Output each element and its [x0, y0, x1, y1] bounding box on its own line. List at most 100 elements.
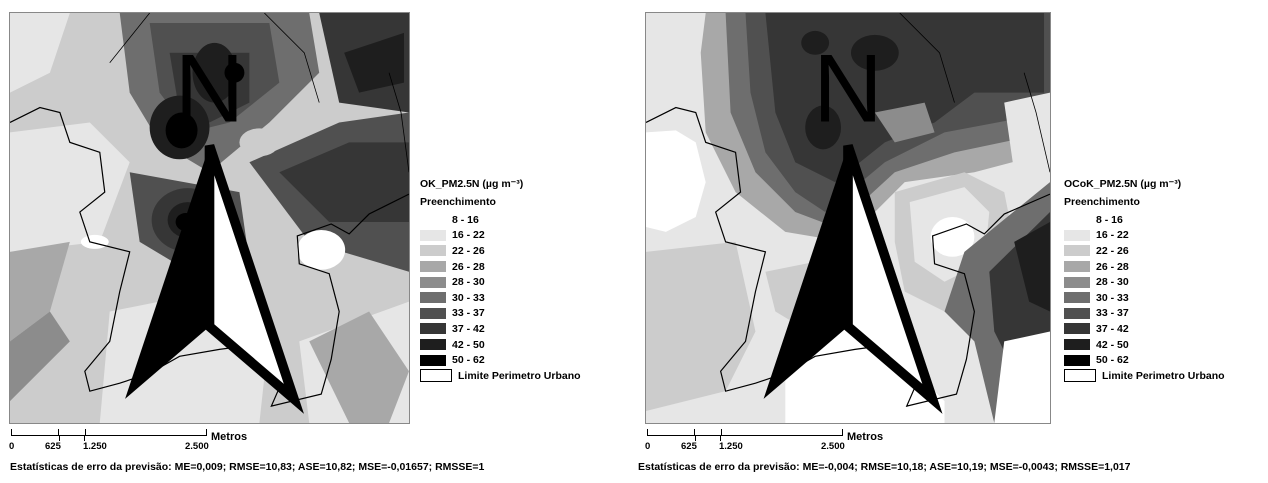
legend-swatch: [420, 323, 446, 335]
legend-row: 26 - 28: [1064, 259, 1225, 275]
legend-row: 42 - 50: [1064, 337, 1225, 353]
scale-segment: [695, 435, 721, 441]
legend-swatch: [1064, 307, 1090, 319]
legend-swatch: [1064, 369, 1096, 383]
legend-swatch: [420, 276, 446, 288]
legend-label: 28 - 30: [452, 276, 485, 289]
legend-classes: 8 - 16 16 - 22 22 - 26 26 - 28 28 - 30 30 - 3…: [1064, 212, 1225, 368]
legend-row: 22 - 26: [1064, 243, 1225, 259]
legend-label: 16 - 22: [1096, 229, 1129, 242]
scale-segment: [647, 429, 695, 436]
legend-swatch: [420, 307, 446, 319]
legend-label: 26 - 28: [1096, 260, 1129, 273]
legend-ocok: OCoK_PM2.5N (µg m⁻³) Preenchimento 8 - 1…: [1064, 178, 1225, 384]
scale-bar-ocok: 0 625 1.250 2.500 Metros: [645, 427, 905, 457]
legend-row: 28 - 30: [420, 274, 581, 290]
legend-label: 8 - 16: [452, 213, 479, 226]
legend-swatch: [420, 354, 446, 366]
legend-swatch: [1064, 245, 1090, 257]
legend-row: 33 - 37: [1064, 306, 1225, 322]
scale-segment: [721, 429, 843, 436]
legend-swatch: [420, 229, 446, 241]
legend-row: 33 - 37: [420, 306, 581, 322]
legend-swatch: [1064, 354, 1090, 366]
legend-swatch: [1064, 276, 1090, 288]
legend-row: 50 - 62: [1064, 352, 1225, 368]
legend-label: 33 - 37: [1096, 307, 1129, 320]
map-panel-ocok: N OCoK_PM2.5N (µg m⁻³) Preenchimento 8 -…: [634, 0, 1268, 483]
legend-label: 26 - 28: [452, 260, 485, 273]
legend-row: 26 - 28: [420, 259, 581, 275]
legend-label: 42 - 50: [452, 338, 485, 351]
legend-row: 50 - 62: [420, 352, 581, 368]
scale-label: 0: [9, 441, 15, 452]
north-arrow-icon: N: [763, 36, 943, 414]
scale-label: 625: [45, 441, 61, 452]
legend-swatch: [420, 292, 446, 304]
scale-bar-ok: 0 625 1.250 2.500 Metros: [9, 427, 269, 457]
legend-row: 16 - 22: [420, 228, 581, 244]
legend-classes: 8 - 16 16 - 22 22 - 26 26 - 28 28 - 30 30 - 3…: [420, 212, 581, 368]
legend-label: 22 - 26: [452, 244, 485, 257]
scale-label: 2.500: [821, 441, 845, 452]
scale-segment: [85, 429, 207, 436]
legend-title: OK_PM2.5N (µg m⁻³): [420, 178, 524, 190]
legend-row: 37 - 42: [1064, 321, 1225, 337]
legend-label: 37 - 42: [1096, 322, 1129, 335]
interpolated-surface-ok: [10, 13, 409, 423]
legend-label: 37 - 42: [452, 322, 485, 335]
legend-subtitle: Preenchimento: [420, 196, 496, 208]
legend-label: 22 - 26: [1096, 244, 1129, 257]
scale-unit: Metros: [211, 431, 248, 443]
legend-swatch: [420, 339, 446, 351]
error-statistics-ok: Estatísticas de erro da previsão: ME=0,0…: [10, 461, 485, 473]
legend-row: 30 - 33: [420, 290, 581, 306]
scale-label: 2.500: [185, 441, 209, 452]
legend-label: Limite Perimetro Urbano: [1102, 369, 1225, 382]
map-panel-ok: N OK_PM2.5N (µg m⁻³) Preenchimento 8 - 1…: [9, 12, 581, 473]
legend-title: OCoK_PM2.5N (µg m⁻³): [1064, 178, 1182, 190]
legend-swatch: [1064, 261, 1090, 273]
legend-row-boundary: Limite Perimetro Urbano: [1064, 368, 1225, 384]
legend-row: 22 - 26: [420, 243, 581, 259]
north-arrow-icon: N: [125, 36, 304, 414]
legend-row: 8 - 16: [420, 212, 581, 228]
legend-row: 16 - 22: [1064, 228, 1225, 244]
legend-swatch: [1064, 339, 1090, 351]
legend-label: 42 - 50: [1096, 338, 1129, 351]
scale-label: 1.250: [83, 441, 107, 452]
legend-label: 50 - 62: [452, 354, 485, 367]
legend-swatch: [1064, 292, 1090, 304]
legend-row: 37 - 42: [420, 321, 581, 337]
urban-boundary-line: [10, 106, 409, 407]
svg-text:N: N: [813, 36, 883, 143]
legend-label: 16 - 22: [452, 229, 485, 242]
urban-boundary-line: [646, 106, 1050, 407]
scale-segment: [11, 429, 59, 436]
legend-row: 42 - 50: [420, 337, 581, 353]
legend-swatch: [420, 369, 452, 383]
legend-ok: OK_PM2.5N (µg m⁻³) Preenchimento 8 - 16 1…: [420, 178, 581, 384]
map-frame-ok: N: [9, 12, 410, 424]
legend-swatch: [420, 261, 446, 273]
scale-unit: Metros: [847, 431, 884, 443]
scale-label: 1.250: [719, 441, 743, 452]
legend-subtitle: Preenchimento: [1064, 196, 1140, 208]
scale-label: 625: [681, 441, 697, 452]
legend-label: 30 - 33: [452, 291, 485, 304]
legend-label: 33 - 37: [452, 307, 485, 320]
map-frame-ocok: N: [645, 12, 1051, 424]
svg-text:N: N: [175, 36, 245, 143]
legend-swatch: [1064, 229, 1090, 241]
legend-row: 30 - 33: [1064, 290, 1225, 306]
legend-row-boundary: Limite Perimetro Urbano: [420, 368, 581, 384]
legend-swatch: [1064, 323, 1090, 335]
legend-label: 30 - 33: [1096, 291, 1129, 304]
legend-label: Limite Perimetro Urbano: [458, 369, 581, 382]
legend-row: 8 - 16: [1064, 212, 1225, 228]
legend-label: 8 - 16: [1096, 213, 1123, 226]
scale-label: 0: [645, 441, 651, 452]
legend-label: 28 - 30: [1096, 276, 1129, 289]
error-statistics-ocok: Estatísticas de erro da previsão: ME=-0,…: [638, 461, 1131, 473]
scale-segment: [59, 435, 85, 441]
